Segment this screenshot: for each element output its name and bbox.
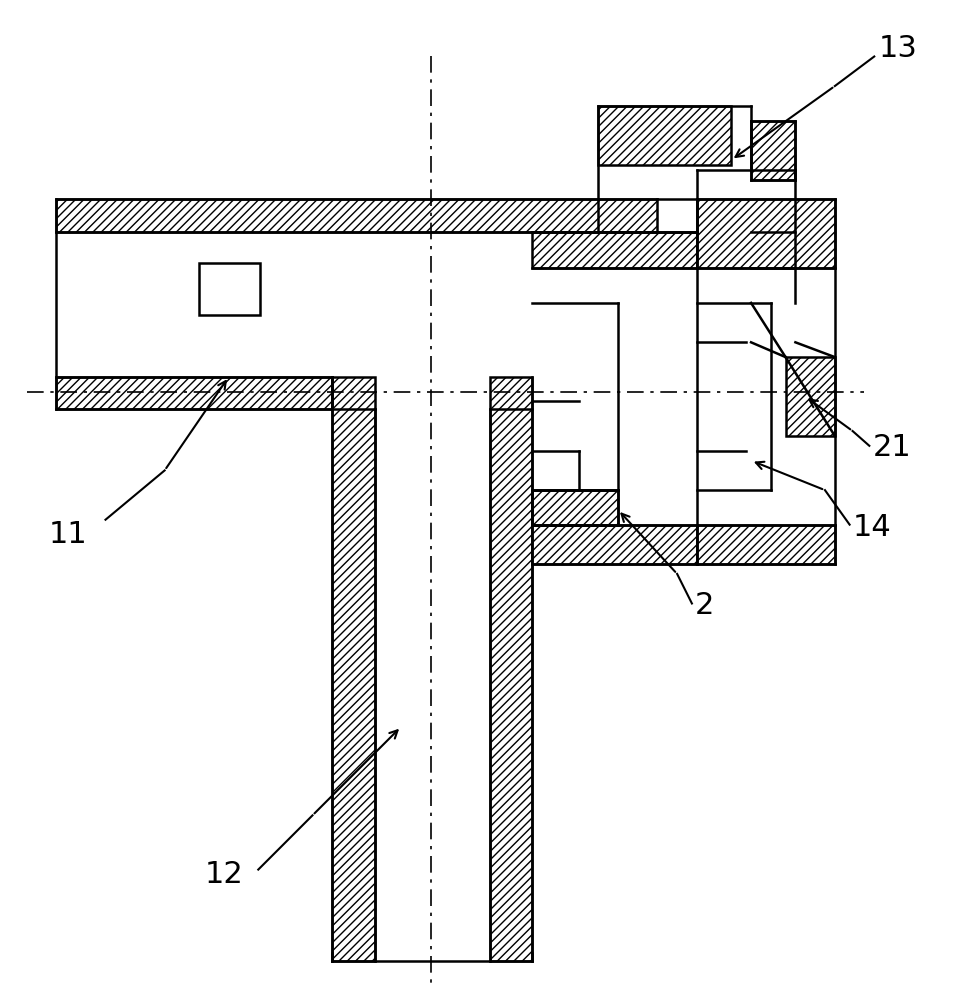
- Bar: [533, 525, 697, 564]
- Text: 21: 21: [872, 433, 911, 462]
- Bar: [751, 121, 795, 180]
- Bar: [533, 232, 697, 268]
- Text: 13: 13: [879, 34, 918, 63]
- Bar: [332, 377, 375, 961]
- Bar: [332, 377, 375, 961]
- Bar: [697, 199, 835, 268]
- Text: 12: 12: [205, 860, 244, 889]
- Bar: [533, 232, 697, 268]
- Text: 2: 2: [695, 591, 715, 620]
- Text: 11: 11: [49, 520, 88, 549]
- Bar: [697, 199, 835, 268]
- Bar: [56, 377, 332, 409]
- Bar: [598, 106, 731, 165]
- Bar: [697, 525, 835, 564]
- Bar: [533, 525, 697, 564]
- Bar: [697, 525, 835, 564]
- Bar: [533, 490, 618, 525]
- Bar: [533, 490, 618, 525]
- Bar: [751, 121, 795, 180]
- Bar: [56, 199, 658, 232]
- Bar: [56, 377, 332, 409]
- Polygon shape: [786, 357, 835, 436]
- Bar: [598, 106, 731, 165]
- Bar: [56, 199, 658, 232]
- Bar: [490, 377, 533, 961]
- Bar: [199, 263, 260, 315]
- Bar: [490, 377, 533, 961]
- Text: 14: 14: [852, 513, 892, 542]
